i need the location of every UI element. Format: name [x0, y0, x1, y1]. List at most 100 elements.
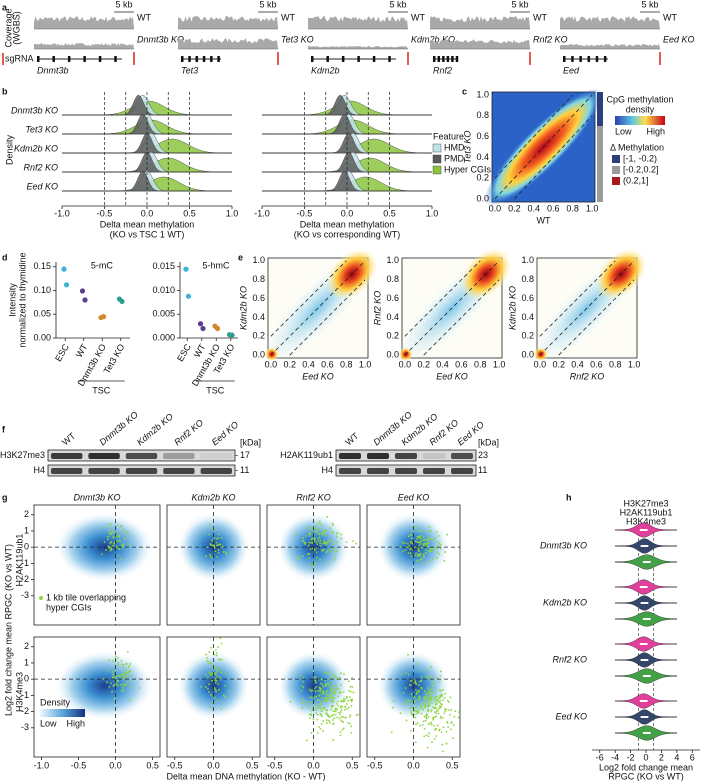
hyper-cgi-dot	[215, 679, 218, 682]
hyper-cgi-dot	[436, 699, 439, 702]
hyper-cgi-dot	[420, 705, 422, 708]
hyper-cgi-dot	[122, 664, 125, 666]
hyper-cgi-dot	[222, 551, 225, 553]
hyper-cgi-dot	[431, 684, 434, 687]
size-label: 23	[478, 450, 488, 460]
hyper-cgi-dot	[410, 692, 413, 695]
x-tick-label: 0.2	[417, 359, 430, 369]
hyper-cgi-dot	[341, 720, 344, 723]
y-tick-label: 0.2	[252, 331, 265, 341]
hyper-cgi-dot	[426, 545, 429, 547]
hyper-cgi-dot	[438, 701, 440, 704]
hyper-cgi-dot	[429, 529, 432, 532]
hyper-cgi-dot	[129, 674, 132, 677]
hyper-cgi-dot	[350, 731, 353, 734]
scale-label: 5 kb	[511, 0, 528, 9]
hyper-cgi-dot	[111, 690, 113, 693]
row-label: H3K27me3	[0, 450, 45, 460]
hyper-cgi-dot	[425, 677, 428, 680]
hyper-cgi-dot	[402, 692, 405, 694]
hyper-cgi-dot	[315, 695, 318, 698]
hyper-cgi-dot	[220, 671, 223, 674]
hyper-cgi-dot	[399, 712, 402, 715]
hyper-cgi-dot	[205, 673, 207, 676]
hyper-cgi-dot	[439, 694, 442, 697]
group-label: TSC	[206, 385, 225, 395]
blot-band	[423, 468, 445, 474]
hyper-cgi-dot	[321, 692, 324, 695]
hyper-cgi-dot	[318, 533, 321, 535]
hyper-cgi-dot	[120, 524, 122, 527]
hyper-cgi-dot	[430, 666, 433, 668]
hyper-cgi-dot	[214, 688, 216, 691]
box	[639, 700, 648, 702]
hyper-cgi-dot	[427, 539, 429, 542]
hyper-cgi-dot	[324, 671, 326, 674]
hyper-cgi-dot	[341, 700, 343, 702]
hyper-cgi-dot	[420, 669, 422, 672]
hyper-cgi-dot	[422, 708, 424, 711]
hyper-cgi-dot	[351, 686, 354, 688]
hyper-cgi-dot	[123, 674, 126, 677]
hyper-cgi-dot	[203, 532, 206, 535]
hyper-cgi-dot	[427, 701, 430, 704]
x-tick-label: 0.0	[109, 760, 122, 770]
hyper-cgi-dot	[420, 703, 423, 706]
group-label: TSC	[92, 385, 111, 395]
hyper-cgi-dot	[322, 685, 325, 688]
y-tick-label: 0.0	[386, 350, 399, 360]
hyper-cgi-dot	[426, 746, 429, 749]
hyper-cgi-dot	[217, 549, 220, 551]
hyper-cgi-dot	[127, 666, 130, 668]
hyper-cgi-dot	[124, 531, 127, 534]
x-tick-label: 4	[674, 752, 679, 762]
legend-label: [-1, -0.2)	[623, 153, 657, 163]
hyper-cgi-dot	[328, 696, 331, 698]
kda-label: [kDa]	[478, 437, 499, 447]
hyper-cgi-dot	[332, 713, 335, 716]
hyper-cgi-dot	[437, 698, 439, 701]
hyper-cgi-dot	[327, 673, 330, 675]
y-tick-label: 1.0	[386, 255, 399, 265]
hyper-cgi-dot	[322, 548, 325, 551]
x-tick-label: 0.5	[246, 760, 259, 770]
chart-title: 5-hmC	[202, 260, 230, 270]
hyper-cgi-dot	[418, 541, 421, 544]
hyper-cgi-dot	[328, 721, 331, 724]
hyper-cgi-dot	[435, 676, 438, 679]
axis-label: Delta mean DNA methylation (KO - WT)	[166, 771, 325, 781]
hyper-cgi-dot	[350, 698, 353, 701]
hyper-cgi-dot	[334, 691, 337, 694]
hyper-cgi-dot	[452, 737, 455, 740]
hyper-cgi-dot	[419, 724, 421, 727]
hyper-cgi-dot	[423, 727, 426, 730]
hyper-cgi-dot	[337, 695, 340, 698]
hyper-cgi-dot	[108, 685, 111, 688]
x-tick-label: 0.2	[508, 203, 521, 213]
hyper-cgi-dot	[422, 696, 425, 699]
hyper-cgi-dot	[421, 723, 424, 726]
exon	[433, 56, 436, 62]
hyper-cgi-dot	[430, 721, 433, 724]
hyper-cgi-dot	[118, 536, 121, 538]
hyper-cgi-dot	[129, 670, 132, 672]
box	[640, 545, 649, 547]
hyper-cgi-dot	[446, 533, 449, 536]
row-label: Kdm2b KO	[14, 143, 58, 153]
hyper-cgi-dot	[321, 542, 324, 545]
hyper-cgi-dot	[325, 694, 328, 696]
hyper-cgi-dot	[410, 537, 413, 540]
legend-label: PMD	[444, 153, 465, 163]
hyper-cgi-dot	[336, 703, 338, 705]
x-tick-label: 0.0	[489, 203, 502, 213]
blot-band	[163, 453, 195, 459]
hyper-cgi-dot	[224, 551, 227, 554]
hyper-cgi-dot	[433, 707, 436, 710]
hyper-cgi-dot	[439, 543, 442, 546]
box	[640, 602, 649, 604]
hyper-cgi-dot	[340, 537, 343, 540]
hyper-cgi-dot	[319, 682, 322, 685]
column-title: Eed KO	[398, 492, 430, 502]
hyper-cgi-dot	[435, 707, 438, 710]
hyper-cgi-dot	[349, 685, 352, 688]
